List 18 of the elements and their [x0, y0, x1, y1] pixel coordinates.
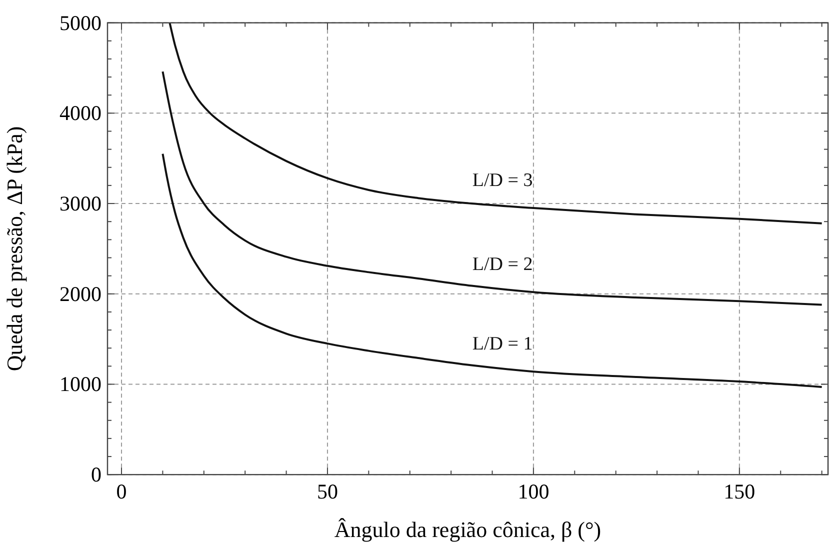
- y-tick-label: 1000: [60, 372, 102, 396]
- y-tick-label: 2000: [60, 282, 102, 306]
- y-tick-label: 4000: [60, 101, 102, 126]
- x-tick-label: 0: [116, 480, 127, 504]
- x-tick-label: 150: [724, 480, 756, 504]
- x-tick-label: 100: [518, 480, 550, 504]
- y-axis-title: Queda de pressão, ΔP (kPa): [2, 126, 27, 372]
- line-series: [168, 22, 823, 224]
- series-label: L/D = 1: [472, 334, 533, 355]
- x-tick-label: 50: [316, 480, 338, 504]
- series-label: L/D = 3: [472, 170, 533, 192]
- line-series: [162, 152, 823, 388]
- line-series: [162, 70, 823, 306]
- y-tick-label: 5000: [60, 10, 102, 35]
- y-tick-label: 3000: [60, 192, 102, 216]
- series-label: L/D = 2: [472, 254, 533, 276]
- y-tick-label: 0: [91, 462, 102, 487]
- x-axis-title: Ângulo da região cônica, β (°): [334, 517, 602, 542]
